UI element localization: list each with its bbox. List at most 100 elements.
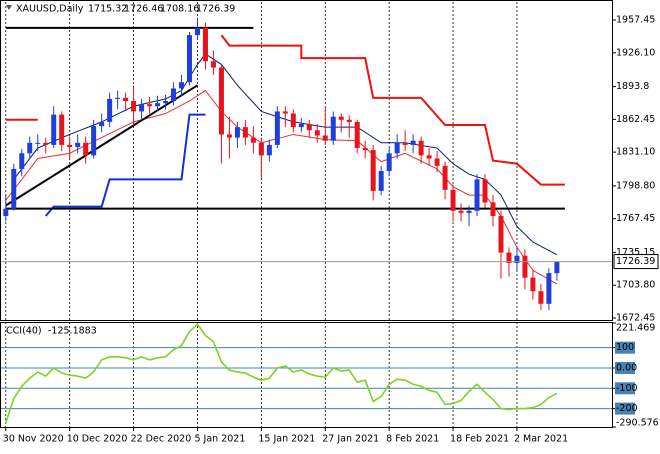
candle-body	[274, 111, 280, 145]
cci-tick-box	[615, 382, 635, 395]
candle-body	[99, 121, 105, 127]
candle-body	[538, 291, 544, 304]
candle-body	[234, 127, 240, 138]
ohlc-close: 1726.39	[196, 4, 235, 15]
candle-body	[530, 277, 536, 292]
symbol-icon	[6, 5, 12, 10]
candle-body	[418, 140, 424, 156]
cci-value: -125.1883	[48, 326, 97, 337]
candle-body	[35, 142, 41, 144]
candle-body	[147, 104, 153, 107]
candle-body	[3, 208, 9, 216]
cci-line	[5, 323, 558, 424]
candle-body	[282, 111, 288, 114]
y-tick-label: 1703.80	[616, 280, 655, 291]
candle-body	[314, 130, 320, 136]
candle-body	[466, 210, 472, 213]
candle-body	[522, 255, 528, 278]
candle-body	[346, 119, 352, 122]
labels: XAUUSD,Daily 1715.32 1726.46 1708.16 172…	[3, 4, 660, 445]
candle-body	[370, 150, 376, 191]
ohlc-open: 1715.32	[88, 4, 127, 15]
candle-body	[378, 171, 384, 191]
y-tick-label: 1957.45	[616, 15, 655, 26]
candle-body	[330, 116, 336, 141]
candle-body	[171, 88, 177, 101]
y-tick-label: 1798.80	[616, 180, 655, 191]
candle-body	[410, 140, 416, 145]
x-tick-label: 18 Feb 2021	[450, 434, 509, 445]
candle-body	[514, 255, 520, 264]
candle-body	[402, 142, 408, 145]
candle-body	[139, 104, 145, 112]
candle-body	[131, 100, 137, 112]
candle-body	[91, 126, 97, 156]
candle-body	[27, 142, 33, 154]
candle-body	[218, 67, 224, 135]
cci-tick-label: -290.5761	[616, 418, 660, 429]
x-tick-label: 2 Mar 2021	[514, 434, 568, 445]
main-panel-frame	[0, 0, 613, 321]
y-tick-label: 1672.45	[616, 312, 655, 323]
x-tick-label: 8 Feb 2021	[386, 434, 439, 445]
candle-body	[186, 35, 192, 83]
candle-body	[250, 137, 256, 143]
candle-body	[426, 155, 432, 159]
candle-body	[394, 142, 400, 154]
cci-tick-box	[615, 402, 635, 415]
y-tick-label: 1893.8	[616, 81, 649, 92]
cci-name: CCI(40)	[6, 326, 42, 337]
candle-body	[298, 123, 304, 128]
candle-body	[115, 97, 121, 99]
candle-body	[546, 273, 552, 304]
ohlc-low: 1708.16	[160, 4, 199, 15]
current-price-label: 1726.39	[616, 256, 655, 267]
candle-body	[59, 114, 65, 145]
cci-tick-label: 0.00	[616, 362, 637, 373]
cci-tick-box	[615, 341, 635, 354]
candle-body	[163, 100, 169, 104]
candle-body	[362, 148, 368, 151]
y-tick-label: 1767.45	[616, 213, 655, 224]
candle-body	[43, 142, 49, 145]
candle-body	[322, 135, 328, 141]
cci-tick-box	[615, 361, 635, 374]
candle-body	[67, 144, 73, 147]
ohlc-high: 1726.46	[124, 4, 163, 15]
candle-body	[242, 127, 248, 138]
candle-body	[338, 116, 344, 120]
candle-body	[266, 144, 272, 156]
overlay-line	[44, 113, 206, 217]
candle-body	[123, 97, 129, 101]
candle-body	[202, 27, 208, 62]
candle-body	[482, 179, 488, 203]
candle-body	[107, 98, 113, 122]
candle-body	[83, 142, 89, 156]
y-tick-label: 1862.45	[616, 114, 655, 125]
candle-body	[11, 168, 17, 209]
candle-body	[210, 61, 216, 68]
cci-tick-label: -100	[616, 383, 638, 394]
x-tick-label: 22 Dec 2020	[131, 434, 192, 445]
current-price-box	[613, 254, 659, 270]
y-tick-label: 1735.15	[616, 247, 655, 258]
candle-body	[179, 82, 185, 89]
candle-body	[194, 27, 200, 36]
candle-body	[258, 142, 264, 156]
x-tick-label: 30 Nov 2020	[3, 434, 64, 445]
candle-body	[226, 134, 232, 138]
candle-body	[51, 114, 57, 145]
candle-body	[554, 261, 560, 274]
cci-tick-label: 100	[616, 342, 634, 353]
candle-body	[306, 123, 312, 131]
x-tick-label: 5 Jan 2021	[194, 434, 245, 445]
overlay-line	[220, 34, 565, 186]
candle-body	[490, 202, 496, 216]
cci-tick-label: -200	[616, 403, 638, 414]
candle-body	[498, 215, 504, 253]
candle-body	[386, 153, 392, 172]
x-tick-label: 27 Jan 2021	[322, 434, 379, 445]
candle-body	[19, 153, 25, 169]
